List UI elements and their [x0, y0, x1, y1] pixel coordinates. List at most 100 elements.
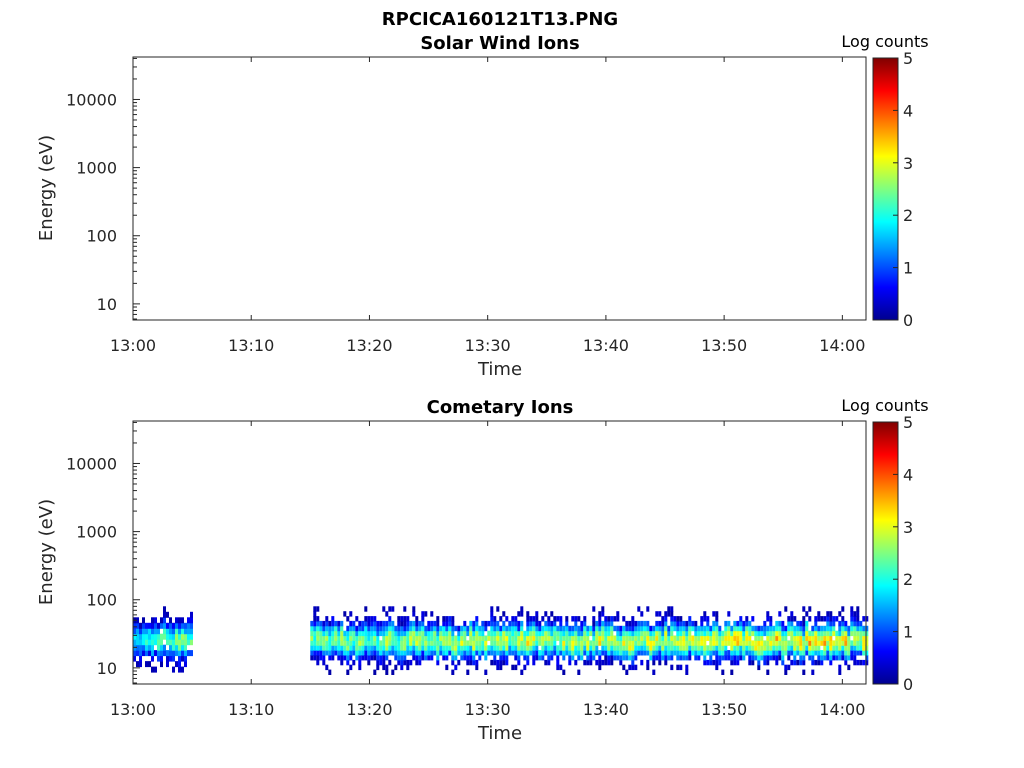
heatmap-cell: [490, 630, 494, 637]
heatmap-cell: [319, 620, 323, 627]
heatmap-cell: [718, 659, 722, 666]
heatmap-cell: [550, 635, 554, 641]
heatmap-cell: [685, 645, 689, 651]
heatmap-cell: [865, 650, 869, 656]
heatmap-cell: [748, 620, 752, 627]
heatmap-cell: [319, 650, 323, 656]
heatmap-cell: [556, 635, 560, 641]
heatmap-cell: [778, 645, 782, 651]
heatmap-cell: [175, 633, 178, 640]
heatmap-cell: [847, 640, 851, 646]
panel-title: Solar Wind Ions: [420, 33, 579, 54]
heatmap-cell: [727, 635, 731, 641]
heatmap-cell: [487, 645, 491, 651]
heatmap-cell: [541, 650, 545, 656]
heatmap-layer: [133, 606, 869, 675]
heatmap-cell: [793, 645, 797, 651]
heatmap-cell: [355, 655, 359, 661]
heatmap-cell: [151, 650, 154, 657]
heatmap-cell: [853, 630, 857, 637]
heatmap-cell: [607, 635, 611, 641]
heatmap-cell: [688, 635, 692, 641]
heatmap-cell: [724, 655, 728, 661]
heatmap-cell: [664, 611, 668, 617]
heatmap-cell: [460, 640, 464, 646]
heatmap-cell: [346, 659, 350, 666]
heatmap-cell: [517, 635, 521, 641]
heatmap-cell: [505, 645, 509, 651]
heatmap-cell: [487, 635, 491, 641]
heatmap-cell: [448, 645, 452, 651]
heatmap-cell: [517, 611, 521, 617]
heatmap-cell: [484, 669, 488, 675]
heatmap-cell: [331, 620, 335, 627]
heatmap-cell: [490, 640, 494, 646]
heatmap-cell: [310, 620, 314, 627]
heatmap-cell: [622, 635, 626, 641]
heatmap-cell: [520, 669, 524, 675]
heatmap-cell: [517, 645, 521, 651]
heatmap-cell: [670, 620, 674, 627]
heatmap-cell: [160, 639, 163, 646]
heatmap-cell: [724, 645, 728, 651]
heatmap-cell: [514, 616, 518, 622]
heatmap-cell: [841, 616, 845, 622]
heatmap-cell: [415, 630, 419, 637]
heatmap-cell: [640, 650, 644, 656]
heatmap-cell: [820, 616, 824, 622]
heatmap-cell: [166, 622, 169, 629]
heatmap-cell: [847, 645, 851, 651]
heatmap-cell: [550, 611, 554, 617]
heatmap-cell: [391, 640, 395, 646]
heatmap-cell: [664, 635, 668, 641]
heatmap-cell: [556, 664, 560, 671]
heatmap-cell: [370, 640, 374, 646]
heatmap-cell: [433, 650, 437, 656]
heatmap-cell: [175, 628, 178, 635]
heatmap-cell: [667, 625, 671, 632]
heatmap-cell: [610, 630, 614, 637]
heatmap-cell: [685, 635, 689, 641]
heatmap-cell: [793, 659, 797, 666]
heatmap-cell: [325, 640, 329, 646]
heatmap-cell: [652, 659, 656, 666]
heatmap-cell: [853, 659, 857, 666]
heatmap-cell: [523, 645, 527, 651]
heatmap-cell: [460, 645, 464, 651]
heatmap-cell: [598, 611, 602, 617]
heatmap-cell: [580, 635, 584, 641]
heatmap-cell: [865, 635, 869, 641]
heatmap-cell: [388, 650, 392, 656]
heatmap-cell: [676, 620, 680, 627]
heatmap-cell: [466, 655, 470, 661]
heatmap-cell: [337, 635, 341, 641]
heatmap-cell: [652, 625, 656, 632]
heatmap-cell: [625, 650, 629, 656]
heatmap-cell: [532, 659, 536, 666]
heatmap-cell: [682, 635, 686, 641]
heatmap-cell: [586, 625, 590, 632]
heatmap-cell: [160, 661, 163, 668]
heatmap-cell: [448, 620, 452, 627]
heatmap-cell: [757, 630, 761, 637]
heatmap-cell: [823, 645, 827, 651]
heatmap-cell: [403, 659, 407, 666]
heatmap-cell: [676, 650, 680, 656]
heatmap-cell: [601, 620, 605, 627]
heatmap-cell: [313, 630, 317, 637]
heatmap-cell: [751, 659, 755, 666]
heatmap-cell: [499, 635, 503, 641]
heatmap-cell: [709, 625, 713, 632]
heatmap-cell: [706, 650, 710, 656]
heatmap-cell: [376, 630, 380, 637]
heatmap-cell: [454, 650, 458, 656]
heatmap-cell: [403, 625, 407, 632]
heatmap-cell: [406, 659, 410, 666]
heatmap-cell: [163, 628, 166, 635]
heatmap-cell: [712, 611, 716, 617]
heatmap-cell: [355, 625, 359, 632]
heatmap-cell: [331, 650, 335, 656]
heatmap-cell: [586, 659, 590, 666]
x-tick-label: 13:10: [228, 700, 274, 719]
heatmap-cell: [712, 630, 716, 637]
